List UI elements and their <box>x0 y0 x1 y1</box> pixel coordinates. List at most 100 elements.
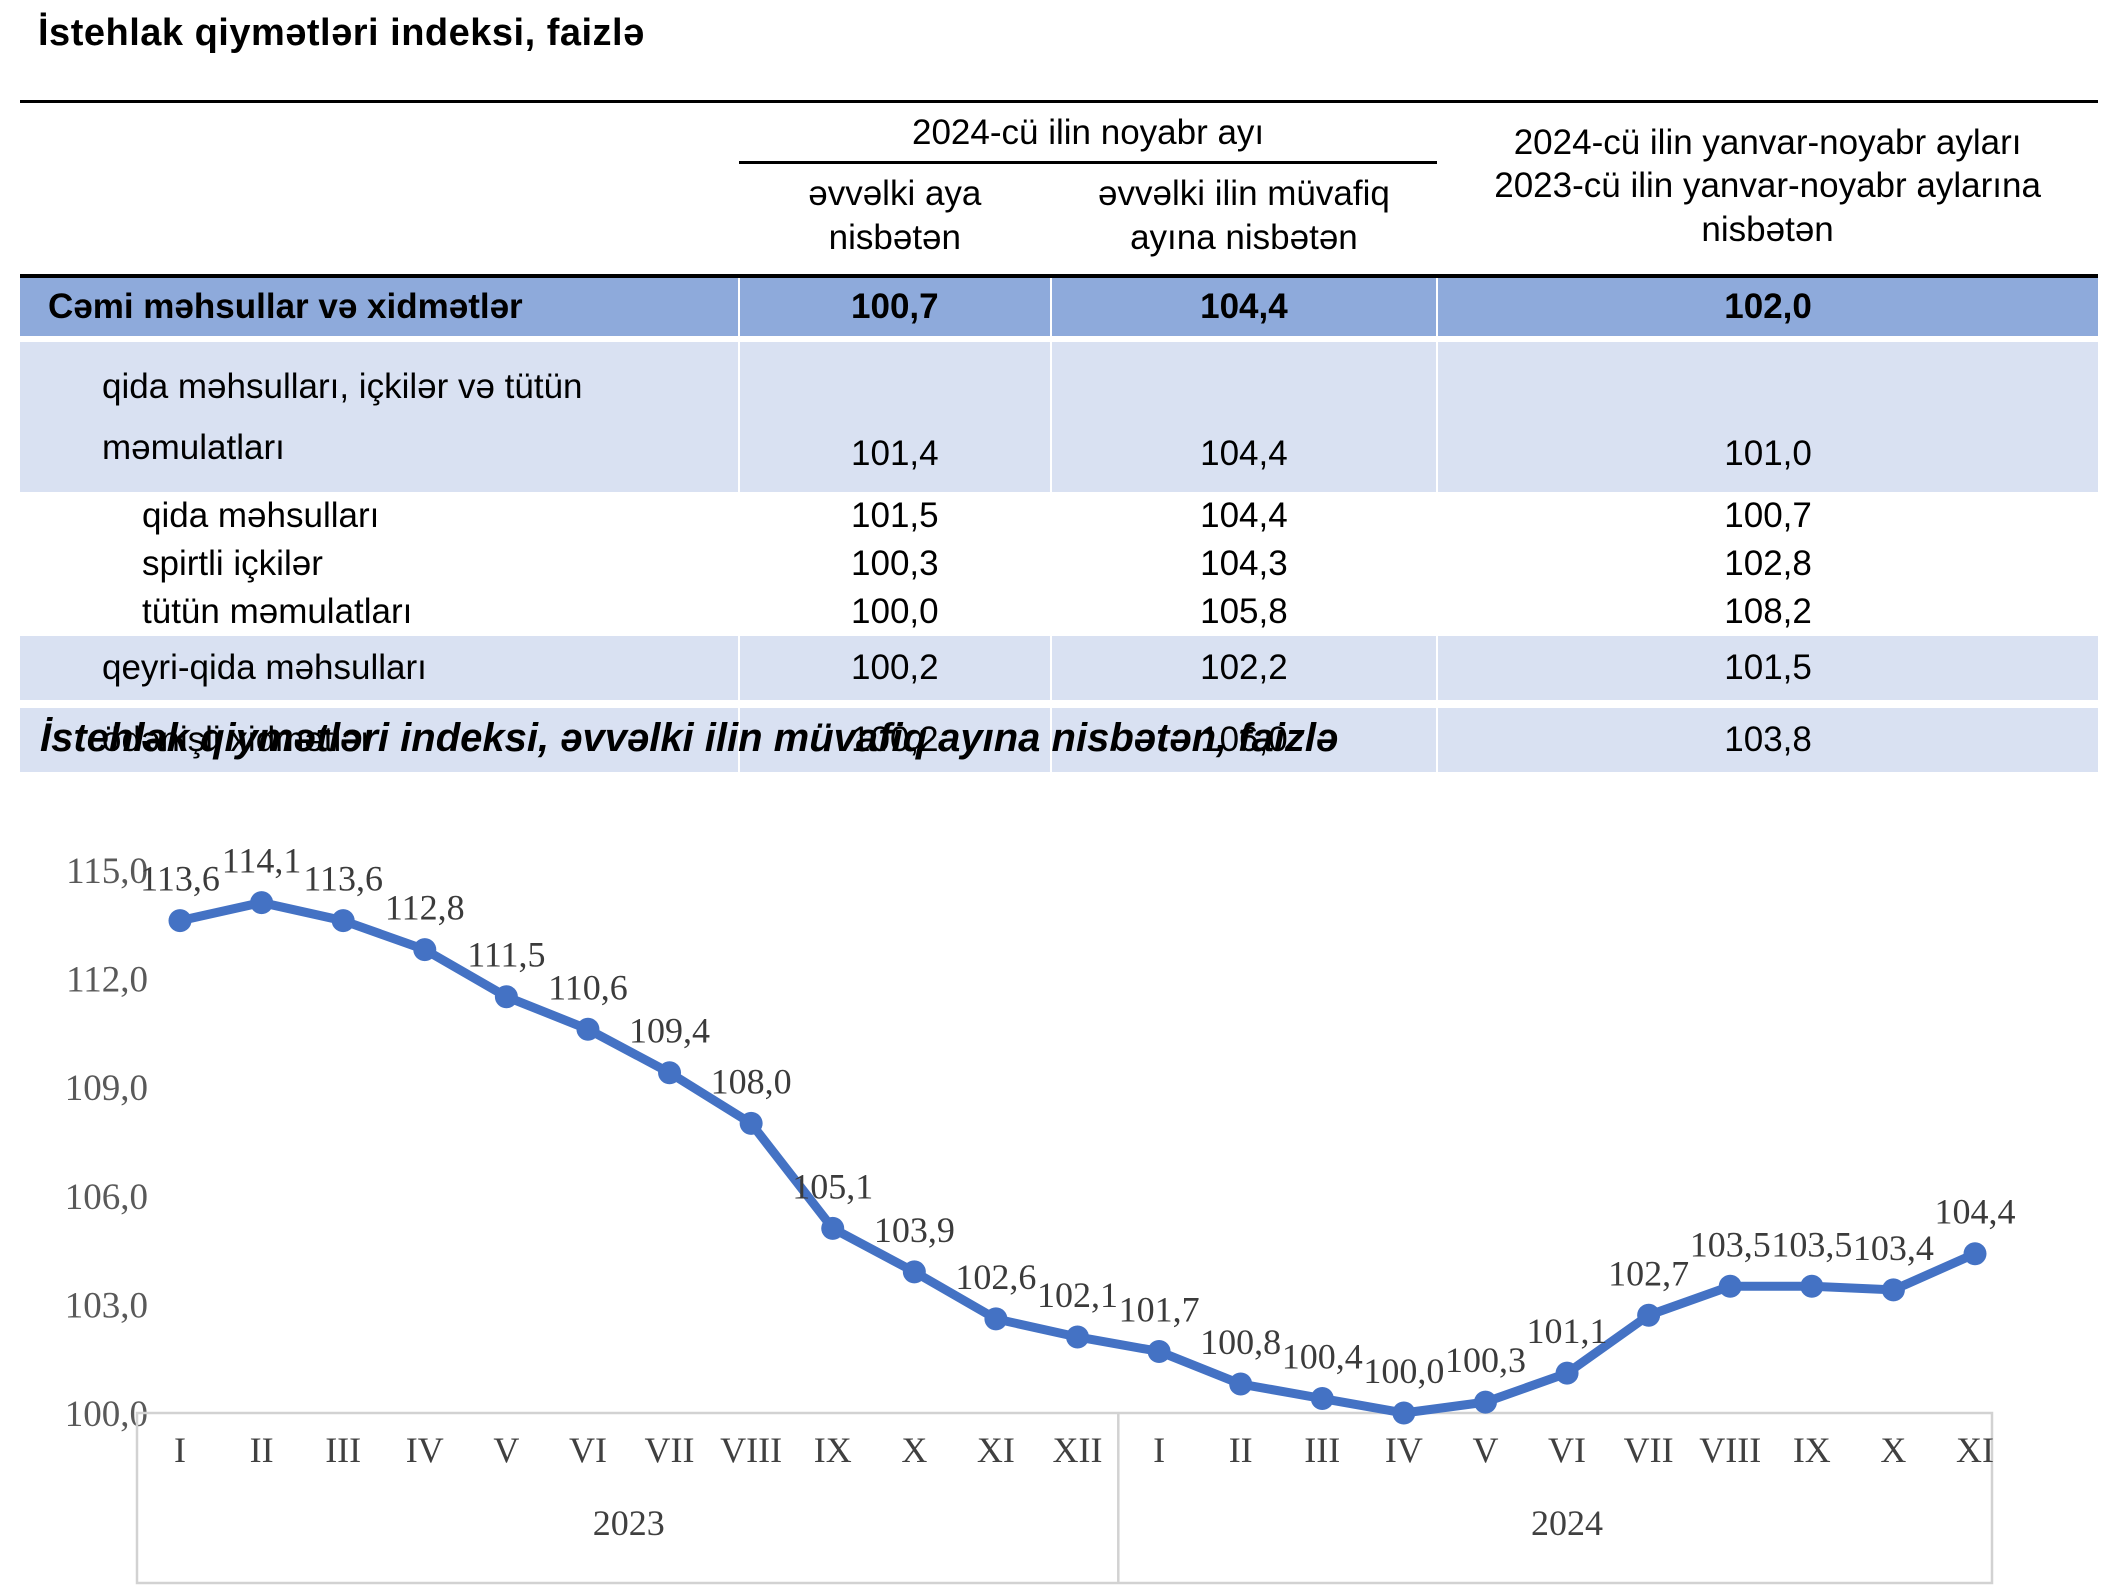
data-label: 101,1 <box>1527 1311 1608 1351</box>
data-label: 108,0 <box>711 1061 792 1101</box>
data-label: 102,1 <box>1037 1275 1118 1315</box>
row-value-prev-year-month: 104,4 <box>1049 338 1438 492</box>
month-tick: VI <box>569 1430 607 1470</box>
row-value-jan-nov: 102,8 <box>1436 540 2098 588</box>
data-point <box>1555 1361 1579 1385</box>
row-label: tütün məmulatları <box>142 592 413 631</box>
data-point <box>984 1307 1008 1331</box>
year-label: 2023 <box>593 1503 665 1543</box>
data-label: 101,7 <box>1119 1289 1200 1329</box>
data-point <box>1881 1278 1905 1302</box>
data-label: 114,1 <box>222 841 302 881</box>
data-point <box>739 1111 763 1135</box>
row-value-jan-nov: 100,7 <box>1436 492 2098 540</box>
data-point <box>1066 1325 1089 1349</box>
month-tick: VII <box>645 1430 695 1470</box>
data-label: 113,6 <box>140 859 220 899</box>
row-value-prev-year-month: 104,3 <box>1049 540 1438 588</box>
column-header-jan-nov: 2024-cü ilin yanvar-noyabr ayları 2023-c… <box>1494 122 2041 250</box>
y-axis-tick: 106,0 <box>65 1177 148 1218</box>
row-value-prev-month: 101,4 <box>737 338 1051 492</box>
data-label: 110,6 <box>548 967 628 1007</box>
month-tick: IX <box>814 1430 852 1470</box>
data-point <box>1637 1303 1661 1327</box>
month-tick: X <box>1880 1430 1906 1470</box>
row-value-prev-month: 100,2 <box>737 704 1051 772</box>
data-point <box>1310 1387 1334 1411</box>
header-empty-cell <box>20 102 739 163</box>
month-tick: I <box>1153 1430 1165 1470</box>
data-point <box>413 938 437 962</box>
row-value-prev-year-month: 106,0 <box>1049 704 1438 772</box>
month-tick: IX <box>1793 1430 1831 1470</box>
row-value-jan-nov: 102,0 <box>1436 275 2098 339</box>
y-axis-tick: 112,0 <box>66 960 148 1001</box>
row-label: ödənişli xidmətlər <box>20 704 739 772</box>
data-label: 105,1 <box>792 1166 873 1206</box>
table-row: qida məhsulları 101,5 104,4 100,7 <box>20 492 2098 540</box>
data-point <box>1229 1372 1253 1396</box>
month-tick: I <box>174 1430 186 1470</box>
data-label: 103,9 <box>874 1210 955 1250</box>
month-tick: II <box>250 1430 274 1470</box>
month-tick: XII <box>1053 1430 1103 1470</box>
month-tick: II <box>1229 1430 1253 1470</box>
month-tick: VIII <box>720 1430 782 1470</box>
data-label: 113,6 <box>303 859 383 899</box>
month-tick: IV <box>406 1430 444 1470</box>
data-point <box>168 909 192 933</box>
table-row: qida məhsulları, içkilər və tütün məmula… <box>20 338 2098 492</box>
year-label: 2024 <box>1531 1503 1603 1543</box>
data-point <box>1800 1274 1824 1298</box>
row-value-prev-year-month: 102,2 <box>1049 636 1438 704</box>
table-row: spirtli içkilər 100,3 104,3 102,8 <box>20 540 2098 588</box>
data-point <box>494 985 518 1009</box>
month-tick: III <box>1304 1430 1340 1470</box>
row-value-jan-nov: 108,2 <box>1436 588 2098 636</box>
table-row: qeyri-qida məhsulları 100,2 102,2 101,5 <box>20 636 2098 704</box>
row-value-prev-month: 100,2 <box>737 636 1051 704</box>
data-point <box>1392 1401 1416 1425</box>
row-label: qida məhsulları <box>142 496 380 535</box>
row-value-prev-month: 100,7 <box>737 275 1051 339</box>
data-point <box>1963 1242 1987 1266</box>
data-point <box>331 909 355 933</box>
data-label: 109,4 <box>629 1011 710 1051</box>
row-label: qeyri-qida məhsulları <box>20 636 739 704</box>
month-tick: III <box>325 1430 361 1470</box>
data-point <box>1147 1339 1171 1363</box>
month-tick: X <box>901 1430 927 1470</box>
month-tick: VI <box>1548 1430 1586 1470</box>
data-label: 102,6 <box>955 1257 1036 1297</box>
table-row: ödənişli xidmətlər 100,2 106,0 103,8 <box>20 704 2098 772</box>
chart-title: İstehlak qiymətləri indeksi, əvvəlki ili… <box>40 716 1339 760</box>
row-value-prev-month: 101,5 <box>737 492 1051 540</box>
month-tick: V <box>1472 1430 1498 1470</box>
month-tick: V <box>493 1430 519 1470</box>
data-label: 104,4 <box>1935 1192 2016 1232</box>
row-label: qida məhsulları, içkilər və tütün məmula… <box>20 338 739 492</box>
data-label: 103,5 <box>1771 1224 1852 1264</box>
data-label: 112,8 <box>385 888 465 928</box>
row-value-prev-year-month: 104,4 <box>1049 275 1438 339</box>
y-axis-tick: 103,0 <box>65 1285 148 1326</box>
data-point <box>902 1260 926 1284</box>
cpi-table: 2024-cü ilin noyabr ayı 2024-cü ilin yan… <box>20 100 2098 772</box>
data-label: 100,3 <box>1445 1340 1526 1380</box>
month-tick: VII <box>1624 1430 1674 1470</box>
table-header-row-group: 2024-cü ilin noyabr ayı 2024-cü ilin yan… <box>20 101 2098 249</box>
row-value-jan-nov: 103,8 <box>1436 704 2098 772</box>
y-axis-tick: 100,0 <box>65 1394 148 1435</box>
table-row: tütün məmulatları 100,0 105,8 108,2 <box>20 588 2098 636</box>
row-value-prev-month: 100,0 <box>737 588 1051 636</box>
month-tick: XI <box>1956 1430 1994 1470</box>
data-label: 100,8 <box>1200 1322 1281 1362</box>
row-value-jan-nov: 101,5 <box>1436 636 2098 704</box>
x-axis-band <box>135 1411 1994 1585</box>
data-point <box>1473 1390 1497 1414</box>
row-value-prev-year-month: 105,8 <box>1049 588 1438 636</box>
table-row-total: Cəmi məhsullar və xidmətlər 100,7 104,4 … <box>20 275 2098 339</box>
header-empty-cell <box>20 163 739 276</box>
